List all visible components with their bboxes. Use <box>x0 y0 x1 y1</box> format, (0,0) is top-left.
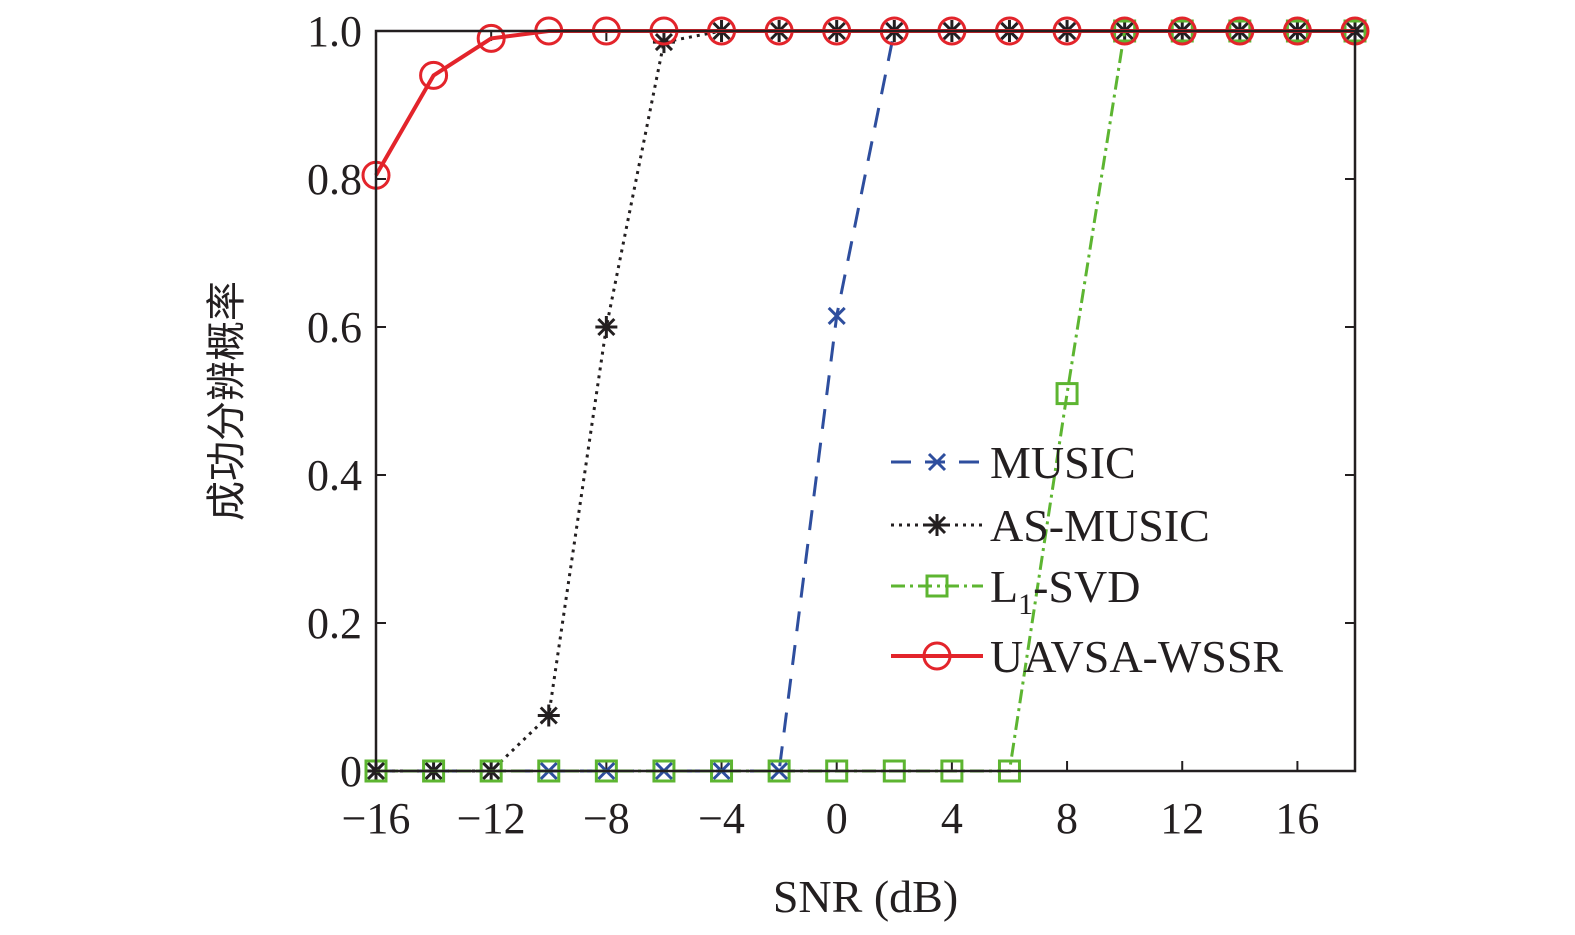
legend-item: MUSIC <box>891 437 1136 488</box>
legend: MUSIC AS-MUSIC L1-SVD UAVSA-WSSR <box>891 437 1283 682</box>
x-tick-label: 0 <box>826 794 848 843</box>
x-tick-label: 12 <box>1160 794 1204 843</box>
series-line <box>374 29 1355 177</box>
y-tick-labels: 0 0.2 0.4 0.6 0.8 1.0 <box>307 7 362 796</box>
plot-area-frame <box>374 29 1357 773</box>
legend-label: MUSIC <box>990 437 1136 488</box>
x-tick-label: −4 <box>698 794 745 843</box>
legend-label: UAVSA-WSSR <box>990 631 1283 682</box>
x-tick-labels: −16 −12 −8 −4 0 4 8 12 16 <box>342 794 1320 843</box>
data-point <box>1055 382 1079 406</box>
x-tick-label: −16 <box>342 794 411 843</box>
series-uavsa-wssr <box>361 16 1370 190</box>
data-point <box>827 306 846 325</box>
legend-item: UAVSA-WSSR <box>891 631 1283 682</box>
legend-marker <box>926 514 948 536</box>
legend-label: L1-SVD <box>990 561 1140 621</box>
y-tick-label: 0.2 <box>307 599 362 648</box>
data-point <box>419 60 449 90</box>
x-tick-label: 16 <box>1275 794 1319 843</box>
legend-item: L1-SVD <box>891 561 1140 621</box>
data-point <box>476 23 506 53</box>
data-point <box>537 704 560 727</box>
x-tick-label: 4 <box>941 794 963 843</box>
y-tick-label: 0.8 <box>307 155 362 204</box>
x-tick-label: −12 <box>457 794 526 843</box>
legend-marker <box>927 452 947 472</box>
x-tick-label: 8 <box>1056 794 1078 843</box>
x-axis-title: SNR (dB) <box>773 871 958 922</box>
legend-label: AS-MUSIC <box>990 500 1210 551</box>
y-tick-label: 0 <box>340 747 362 796</box>
legend-marker <box>922 641 952 671</box>
legend-marker <box>925 574 949 598</box>
y-tick-label: 0.6 <box>307 303 362 352</box>
legend-item: AS-MUSIC <box>891 500 1210 551</box>
y-tick-label: 0.4 <box>307 451 362 500</box>
y-tick-label: 1.0 <box>307 7 362 56</box>
data-point <box>595 316 618 338</box>
y-axis-title: 成功分辨概率 <box>204 281 250 521</box>
x-tick-label: −8 <box>583 794 630 843</box>
